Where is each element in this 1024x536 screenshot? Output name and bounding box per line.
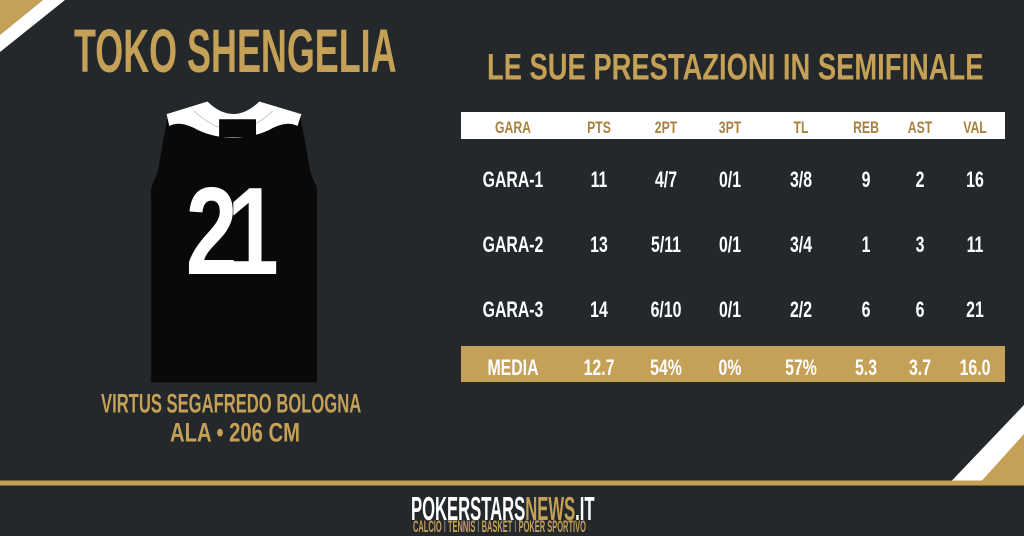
svg-text:21: 21	[186, 163, 276, 301]
